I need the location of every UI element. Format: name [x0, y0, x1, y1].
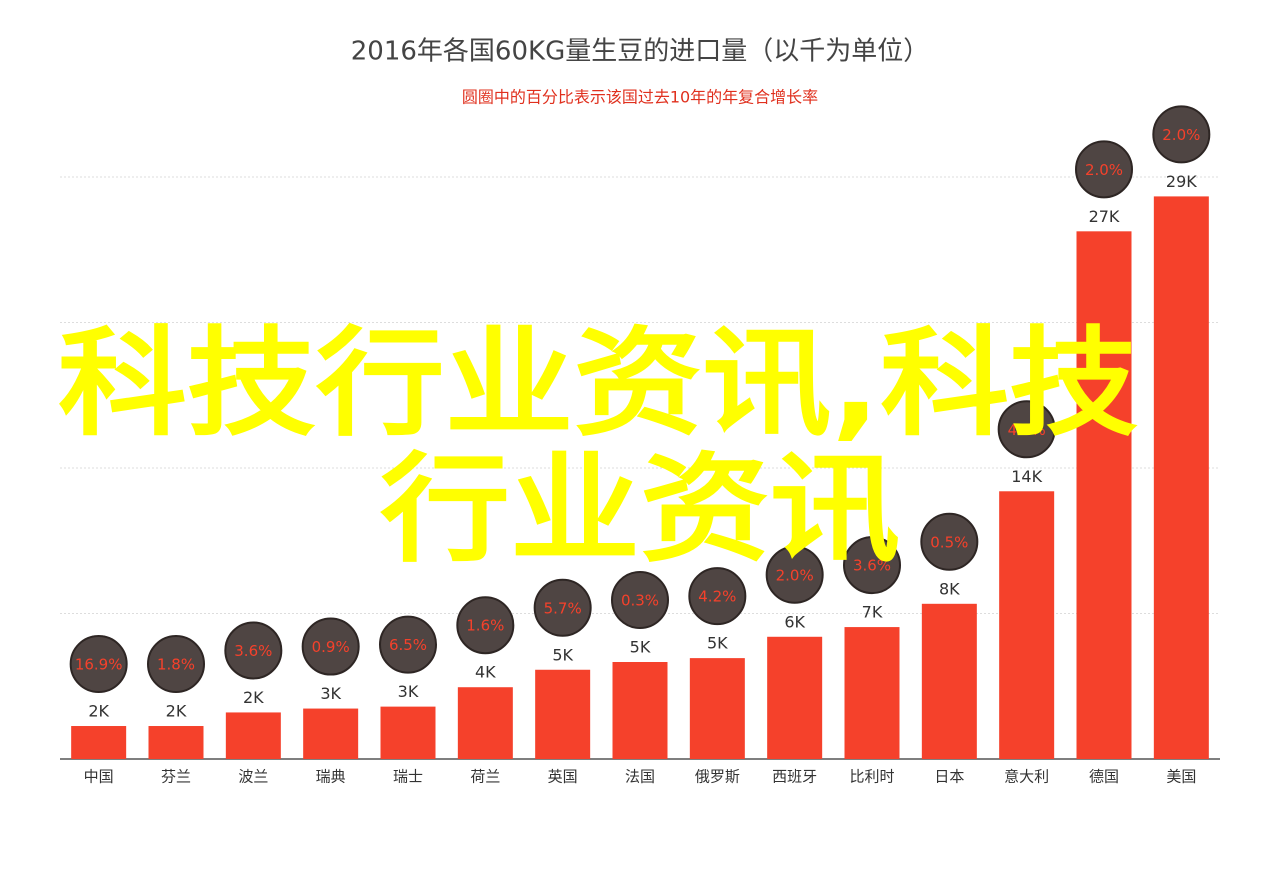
- growth-circle: [379, 615, 437, 674]
- value-label: 3K: [320, 684, 341, 703]
- x-tick-label: 波兰: [238, 768, 268, 786]
- growth-circle: [997, 400, 1056, 459]
- growth-label: 2.0%: [1162, 126, 1200, 144]
- growth-label: 0.3%: [621, 592, 659, 610]
- growth-circle: [1152, 105, 1211, 164]
- growth-label: 0.5%: [930, 533, 968, 551]
- bar: [689, 658, 745, 759]
- value-label: 27K: [1089, 207, 1120, 226]
- x-tick-label: 中国: [84, 768, 114, 786]
- growth-circle: [765, 545, 824, 604]
- growth-label: 3.6%: [853, 557, 891, 575]
- bar: [921, 603, 977, 759]
- value-label: 4K: [475, 663, 496, 682]
- growth-label: 0.9%: [312, 638, 350, 656]
- bar: [999, 491, 1055, 759]
- growth-label: 2.0%: [776, 566, 814, 584]
- value-label: 7K: [862, 603, 883, 622]
- value-label: 5K: [707, 634, 728, 653]
- bar: [457, 687, 513, 759]
- bar: [148, 726, 204, 759]
- value-label: 6K: [784, 612, 805, 631]
- x-tick-label: 西班牙: [772, 768, 817, 786]
- growth-label: 5.7%: [544, 599, 582, 617]
- x-tick-label: 英国: [548, 768, 578, 786]
- x-tick-label: 芬兰: [161, 768, 191, 786]
- growth-circle: [843, 536, 901, 595]
- x-tick-label: 比利时: [849, 768, 894, 786]
- growth-circle: [920, 512, 979, 571]
- value-label: 29K: [1166, 172, 1197, 191]
- value-label: 3K: [398, 682, 419, 701]
- watermark: 科技行业资讯,科技: [58, 314, 1138, 452]
- bar: [844, 627, 900, 759]
- bar: [380, 706, 436, 759]
- bar: [71, 726, 127, 759]
- growth-circle: [1075, 140, 1133, 199]
- x-tick-label: 俄罗斯: [695, 768, 740, 786]
- value-label: 5K: [630, 638, 651, 657]
- bar: [767, 636, 823, 759]
- value-label: 8K: [939, 579, 960, 598]
- watermark: 行业资讯: [380, 440, 900, 578]
- x-tick-label: 美国: [1166, 768, 1196, 786]
- bar: [535, 669, 591, 759]
- growth-label: 6.5%: [389, 636, 427, 654]
- value-label: 14K: [1011, 467, 1042, 486]
- growth-label: 2.0%: [1085, 161, 1123, 179]
- value-label: 2K: [88, 702, 109, 721]
- chart-subtitle: 圆圈中的百分比表示该国过去10年的年复合增长率: [462, 88, 818, 107]
- bar: [612, 662, 668, 759]
- x-tick-label: 日本: [934, 768, 964, 786]
- growth-label: 1.8%: [157, 656, 195, 674]
- value-label: 2K: [243, 688, 264, 707]
- x-tick-label: 荷兰: [470, 768, 500, 786]
- x-tick-label: 意大利: [1004, 768, 1049, 786]
- value-label: 2K: [166, 702, 187, 721]
- chart-title: 2016年各国60KG量生豆的进口量（以千为单位）: [351, 37, 929, 67]
- growth-circle: [301, 617, 360, 676]
- bar: [303, 708, 359, 759]
- growth-label: 4.2%: [698, 588, 736, 606]
- x-tick-label: 德国: [1089, 768, 1119, 786]
- growth-label: 3.6%: [234, 642, 272, 660]
- growth-label: 1.6%: [466, 617, 504, 635]
- growth-circle: [688, 567, 747, 626]
- growth-circle: [611, 571, 669, 629]
- bar: [1153, 196, 1209, 759]
- x-tick-label: 瑞士: [393, 768, 423, 786]
- growth-circle: [456, 596, 515, 655]
- x-tick-label: 法国: [625, 768, 655, 786]
- growth-circle: [533, 578, 592, 637]
- growth-circle: [224, 621, 283, 680]
- x-tick-label: 瑞典: [316, 768, 346, 786]
- bar: [225, 712, 281, 759]
- growth-label: 4.1%: [1008, 421, 1046, 439]
- growth-circle: [147, 635, 205, 694]
- growth-label: 16.9%: [75, 656, 123, 674]
- bar: [1076, 231, 1132, 759]
- growth-circle: [69, 635, 128, 694]
- value-label: 5K: [552, 645, 573, 664]
